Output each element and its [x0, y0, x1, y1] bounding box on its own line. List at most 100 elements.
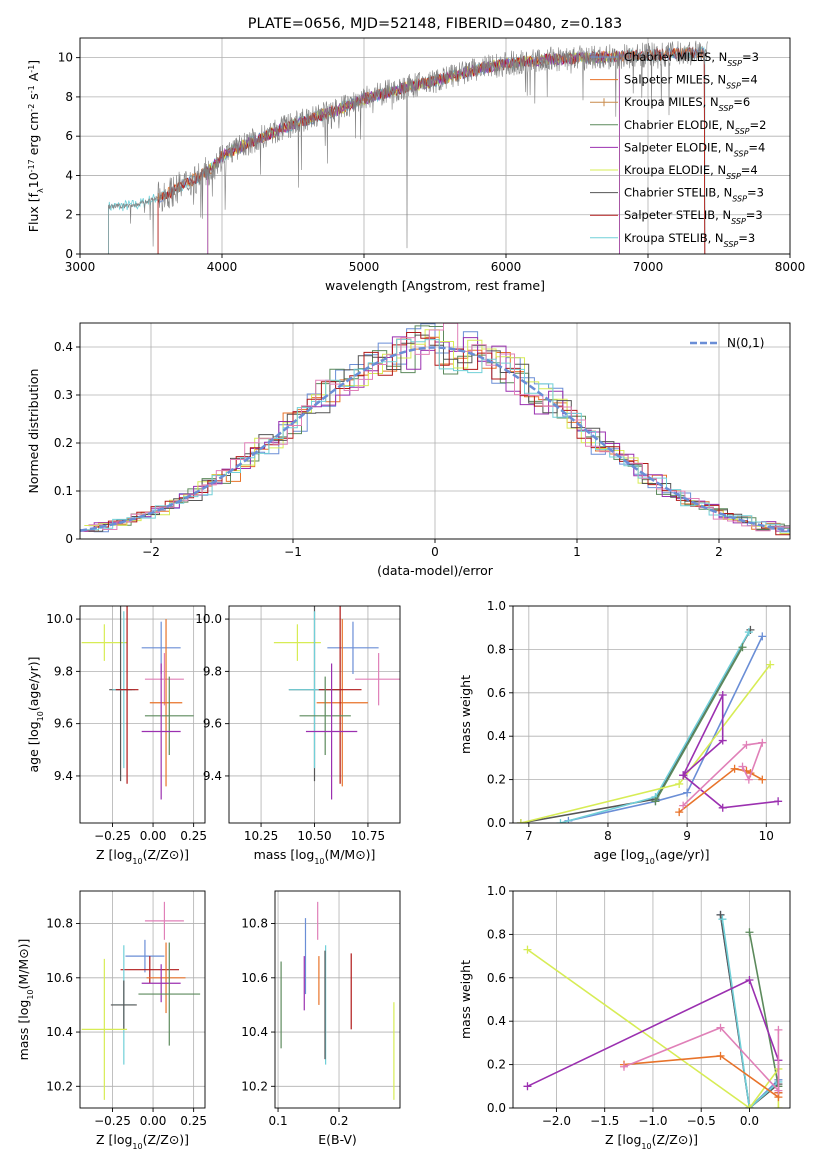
x-tick-label: 0.25 — [180, 1114, 207, 1128]
weight-series — [651, 643, 747, 806]
normal-curve — [80, 346, 790, 532]
y-axis-label: mass [log10(M/M⊙)] — [16, 939, 35, 1061]
legend-entry: N(0,1) — [727, 336, 764, 350]
y-tick-label: 10.8 — [46, 917, 73, 931]
panel-mass_vs_ebv: 0.1 0.2 10.2 10.4 10.6 10.8 E(B-V) — [241, 890, 401, 1147]
y-axis-label: Normed distribution — [26, 369, 41, 494]
x-axis-label: E(B-V) — [318, 1132, 357, 1147]
weight-series — [619, 1023, 783, 1095]
weight-line — [560, 631, 750, 823]
weight-marker — [738, 762, 747, 771]
plot-area — [81, 606, 194, 800]
gridlines — [80, 606, 205, 823]
legend-entry: Kroupa STELIB, NSSP=3 — [624, 231, 755, 249]
weight-marker — [718, 803, 727, 812]
weight-marker — [619, 1062, 628, 1071]
axes-frame: 3000 4000 5000 6000 7000 8000 0 2 4 6 8 10 wavelengt… — [26, 37, 806, 293]
y-tick-label: 0.1 — [54, 484, 73, 498]
plot-area — [108, 40, 708, 254]
y-tick-label: 0.6 — [487, 971, 506, 985]
y-tick-label: 0.0 — [487, 816, 506, 830]
errorbar-point — [115, 606, 139, 784]
x-axis-label: mass [log10(M/M⊙)] — [254, 847, 376, 866]
x-tick-label: 7 — [525, 829, 533, 843]
legend-entry: Salpeter MILES, NSSP=4 — [624, 73, 758, 91]
errorbar-point — [299, 676, 351, 756]
plot-area — [516, 625, 783, 823]
y-tick-label: 0.2 — [487, 1058, 506, 1072]
x-axis-label: Z [log10(Z/Z⊙)] — [96, 847, 189, 866]
panel-spectrum: 3000 4000 5000 6000 7000 8000 0 2 4 6 8 10 wavelengt… — [26, 37, 806, 293]
weight-series — [679, 690, 783, 812]
axes-border — [512, 605, 791, 824]
weight-series — [564, 632, 767, 823]
x-tick-label: 2 — [715, 545, 723, 559]
residual-histogram — [84, 338, 790, 533]
panel-weight_vs_Z: −2.0 −1.5 −1.0 −0.5 0.0 0.0 0.2 0.4 0.6 0.8 1.0 Z [… — [458, 884, 791, 1151]
errorbar-point — [273, 624, 321, 661]
weight-marker — [683, 788, 692, 797]
weight-marker — [730, 764, 739, 773]
errorbar-point — [141, 663, 181, 800]
weight-marker — [716, 1023, 725, 1032]
x-tick-label: −0.25 — [94, 829, 131, 843]
weight-line — [748, 932, 780, 1087]
y-axis-label: mass weight — [458, 960, 473, 1039]
weight-line — [654, 646, 744, 802]
axes-border — [79, 37, 791, 255]
weight-marker — [675, 808, 684, 817]
axes-border — [512, 890, 791, 1109]
x-tick-label: −1.5 — [590, 1114, 619, 1128]
plot-area — [280, 901, 395, 1100]
x-tick-label: 4000 — [207, 260, 238, 274]
y-tick-label: 6 — [65, 129, 73, 143]
y-tick-label: 0.4 — [54, 340, 73, 354]
errorbar-point — [81, 958, 128, 1100]
x-axis-label: Z [log10(Z/Z⊙)] — [605, 1132, 698, 1151]
weight-marker — [679, 771, 688, 780]
weight-series — [718, 915, 783, 1108]
axes-frame: −0.25 0.00 0.25 9.4 9.6 9.8 10.0 Z [log10(Z/Z⊙)… — [26, 605, 207, 866]
x-tick-label: 6000 — [491, 260, 522, 274]
y-tick-label: 10.6 — [46, 971, 73, 985]
y-tick-label: 1.0 — [487, 599, 506, 613]
y-tick-label: 1.0 — [487, 884, 506, 898]
plot-area — [80, 323, 790, 536]
x-tick-label: −1 — [284, 545, 302, 559]
weight-marker — [745, 928, 754, 937]
y-tick-label: 10.4 — [241, 1025, 268, 1039]
weight-marker — [675, 779, 684, 788]
errorbar-point — [125, 939, 165, 973]
errorbar-point — [120, 956, 180, 984]
x-tick-label: 0.00 — [140, 829, 167, 843]
panel-residuals: −2 −1 0 1 2 0 0.1 0.2 0.3 0.4 (data-model)/error No… — [26, 322, 791, 578]
x-tick-label: 8000 — [775, 260, 806, 274]
errorbar-point — [144, 901, 184, 940]
weight-line — [681, 694, 779, 809]
gridlines — [80, 891, 205, 1108]
weight-marker — [758, 775, 767, 784]
errorbar-point — [144, 653, 184, 706]
y-tick-label: 0.6 — [487, 686, 506, 700]
errorbar-point — [149, 619, 183, 787]
y-tick-label: 10.8 — [241, 917, 268, 931]
weight-marker — [774, 1104, 783, 1108]
y-tick-label: 9.4 — [54, 769, 73, 783]
legend-entry: Salpeter STELIB, NSSP=3 — [624, 208, 763, 226]
errorbar-point — [146, 942, 186, 1014]
errorbar-point — [355, 653, 400, 706]
x-tick-label: −2.0 — [542, 1114, 571, 1128]
y-tick-label: 9.6 — [203, 717, 222, 731]
axes-border — [274, 890, 401, 1109]
y-tick-label: 0.4 — [487, 729, 506, 743]
y-tick-label: 10.4 — [46, 1025, 73, 1039]
x-axis-label: (data-model)/error — [377, 563, 494, 578]
panel-age_vs_Z: −0.25 0.00 0.25 9.4 9.6 9.8 10.0 Z [log10(Z/Z⊙)… — [26, 605, 207, 866]
y-tick-label: 10 — [58, 51, 73, 65]
weight-marker — [556, 819, 565, 823]
y-tick-label: 9.6 — [54, 717, 73, 731]
gridlines — [275, 891, 400, 1108]
weight-marker — [774, 1025, 783, 1034]
weight-marker — [716, 1051, 725, 1060]
